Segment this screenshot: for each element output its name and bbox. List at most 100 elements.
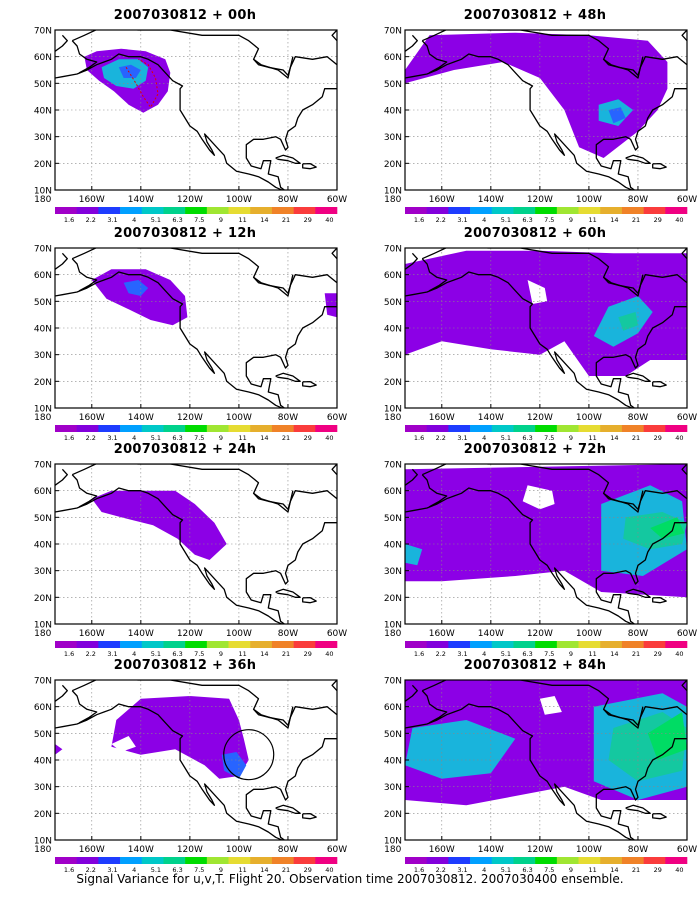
coastline [55,684,68,702]
coastline [652,596,667,604]
colorbar-swatch [491,207,514,214]
map-panel: 2007030812 + 00h 70N 60N 50N 40N 30N 20N 10N 180… [20,8,350,225]
colorbar-swatch [55,857,77,864]
colorbar-label: 9 [219,434,223,442]
colorbar-label: 7.5 [194,434,204,442]
lon-label: 80W [628,629,648,639]
colorbar-swatch [315,425,338,432]
colorbar-swatch [556,857,579,864]
lon-label: 100W [576,195,602,205]
map-panel: 2007030812 + 60h 70N 60N 50N 40N 30N 20N 10N 180… [370,226,700,443]
colorbar-label: 5.1 [151,216,161,224]
colorbar-label: 7.5 [544,866,554,874]
coastline [625,804,651,814]
lat-label: 20N [34,594,52,604]
colorbar-label: 21 [282,434,290,442]
colorbar-label: 9 [569,650,573,658]
colorbar-label: 5.1 [501,650,511,658]
coastline [275,154,301,164]
lat-label: 60N [384,487,402,497]
lat-label: 20N [34,160,52,170]
lat-label: 60N [34,271,52,281]
colorbar-swatch [665,207,688,214]
colorbar-label: 40 [325,650,333,658]
lon-label: 120W [527,629,553,639]
lon-label: 180 [34,195,51,205]
colorbar-label: 1.6 [414,650,424,658]
colorbar-label: 14 [260,650,268,658]
colorbar-label: 1.6 [414,216,424,224]
lon-label: 120W [527,195,553,205]
variance-contour [221,752,247,779]
colorbar-swatch [141,641,164,648]
colorbar-label: 4 [482,866,486,874]
coastline [421,248,687,408]
lat-label: 40N [384,541,402,551]
lat-label: 40N [34,325,52,335]
lon-label: 160W [429,629,455,639]
coastline [625,154,651,164]
colorbar-label: 29 [654,650,662,658]
variance-contour [608,107,626,124]
colorbar-swatch [98,857,121,864]
coastline [405,252,418,270]
colorbar-label: 2.2 [436,650,446,658]
colorbar-swatch [578,207,601,214]
coastline [253,56,294,76]
map-panel: 2007030812 + 36h 70N 60N 50N 40N 30N 20N 10N 180… [20,658,350,874]
lat-label: 30N [34,351,52,361]
panel-title: 2007030812 + 60h [463,226,607,241]
map-panel: 2007030812 + 24h 70N 60N 50N 40N 30N 20N 10N 180… [20,442,350,659]
lat-label: 40N [384,757,402,767]
lon-label: 100W [576,845,602,855]
panel-title: 2007030812 + 84h [463,658,607,673]
coastline [55,252,68,270]
colorbar-label: 40 [675,866,683,874]
lat-label: 20N [384,378,402,388]
colorbar-label: 3.1 [107,216,117,224]
coastline [405,468,418,486]
lon-label: 140W [128,629,154,639]
colorbar-label: 6.3 [522,216,532,224]
lat-label: 10N [34,405,52,415]
colorbar-label: 29 [654,866,662,874]
colorbar-swatch [578,641,601,648]
lat-label: 20N [384,160,402,170]
colorbar-swatch [185,207,208,214]
colorbar-swatch [271,425,294,432]
variance-contour [405,720,516,779]
map-panel: 2007030812 + 48h 70N 60N 50N 40N 30N 20N 10N 180… [370,8,700,224]
colorbar-swatch [141,857,164,864]
colorbar-label: 11 [588,650,596,658]
colorbar-swatch [206,207,229,214]
colorbar-swatch [621,425,644,432]
panel-title: 2007030812 + 00h [113,8,257,23]
lon-label: 140W [128,413,154,423]
coastline [253,490,294,510]
coastline [71,30,337,190]
colorbar-label: 3.1 [457,216,467,224]
colorbar-label: 1.6 [64,866,74,874]
lat-label: 40N [34,107,52,117]
colorbar-swatch [448,641,471,648]
coastline [302,380,317,388]
colorbar-label: 11 [238,434,246,442]
colorbar-label: 3.1 [107,650,117,658]
colorbar-swatch [643,207,666,214]
colorbar-swatch [163,425,186,432]
colorbar-label: 29 [304,866,312,874]
lat-label: 30N [34,133,52,143]
coastline [331,30,337,42]
colorbar-swatch [76,425,99,432]
colorbar-label: 2.2 [86,216,96,224]
colorbar-label: 2.2 [86,650,96,658]
colorbar-label: 5.1 [501,434,511,442]
colorbar-label: 6.3 [522,434,532,442]
colorbar-swatch [120,857,143,864]
colorbar-swatch [426,425,449,432]
